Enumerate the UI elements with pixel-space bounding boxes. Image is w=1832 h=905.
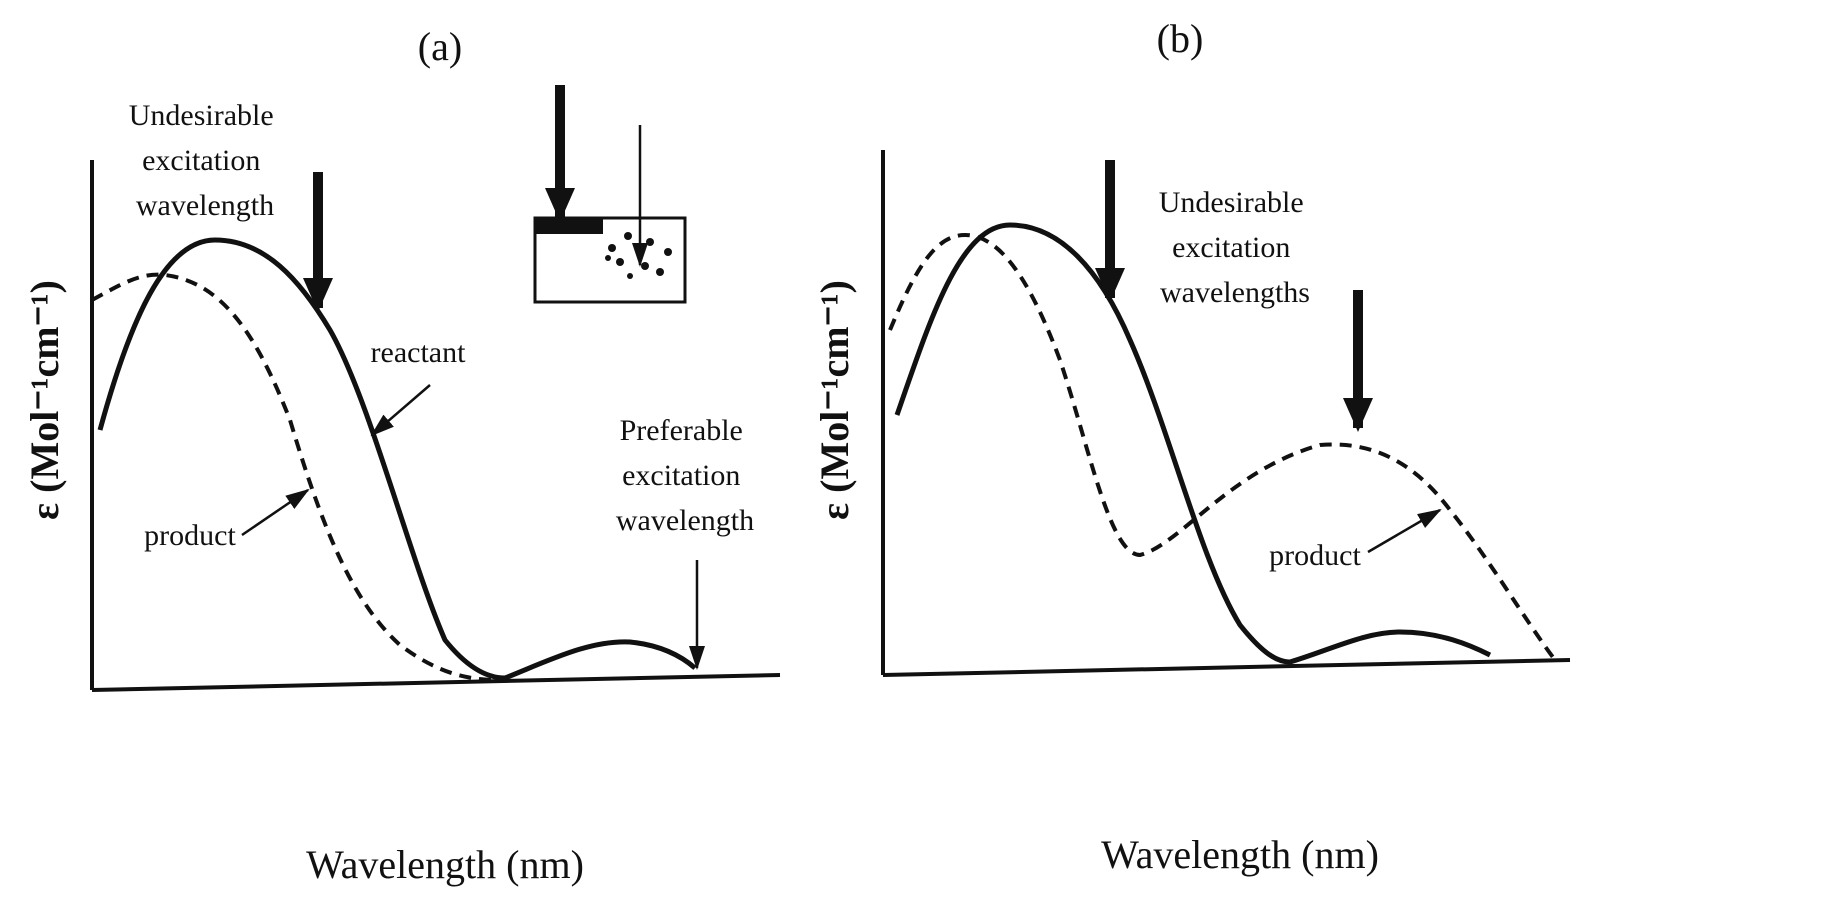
panel-a: (a) Undesirable excitation wavelength re… [22, 24, 781, 887]
inset-bar [535, 218, 603, 234]
arrow [370, 384, 431, 437]
x-axis [882, 658, 1571, 677]
annotation: Undesirable excitation wavelength [129, 99, 281, 222]
x-axis-label: Wavelength (nm) [306, 842, 584, 887]
inset-dots [605, 232, 672, 279]
panel-b: (b) Undesirable excitation wavelengths p… [812, 16, 1571, 877]
annotation: product [1269, 539, 1361, 572]
reactant-curve [894, 222, 1492, 665]
y-axis-label: ε (Mol⁻¹cm⁻¹) [812, 280, 857, 520]
annotation: reactant [371, 336, 467, 369]
panel-label: (a) [418, 24, 462, 69]
annotation: product [144, 519, 236, 552]
x-axis [91, 673, 781, 692]
panel-label: (b) [1157, 16, 1204, 61]
arrow [241, 488, 310, 537]
x-axis-label: Wavelength (nm) [1101, 832, 1379, 877]
annotation: Preferable excitation wavelength [616, 414, 754, 537]
reactant-curve [97, 237, 697, 681]
arrow [1367, 508, 1442, 554]
annotation: Undesirable excitation wavelengths [1159, 186, 1311, 309]
y-axis-label: ε (Mol⁻¹cm⁻¹) [22, 280, 67, 520]
inset-box [533, 216, 687, 304]
product-curve [888, 232, 1557, 662]
